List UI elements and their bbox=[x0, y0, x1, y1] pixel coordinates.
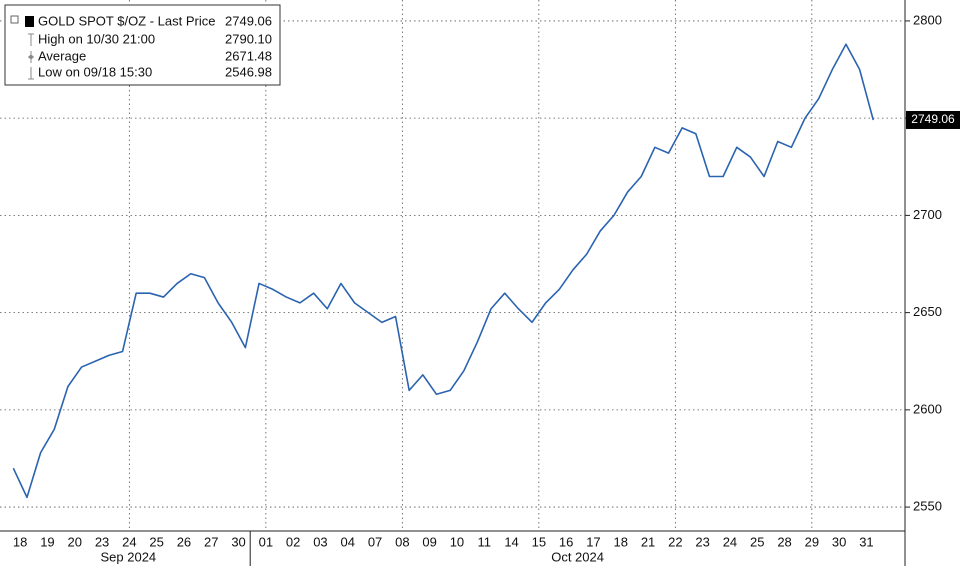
x-tick-label: 10 bbox=[450, 534, 464, 549]
legend-label: High on 10/30 21:00 bbox=[38, 31, 155, 46]
x-tick-label: 30 bbox=[832, 534, 846, 549]
x-tick-label: 24 bbox=[723, 534, 737, 549]
x-tick-label: 17 bbox=[586, 534, 600, 549]
price-line bbox=[12, 43, 875, 499]
x-tick-label: 01 bbox=[259, 534, 273, 549]
x-tick-label: 19 bbox=[40, 534, 54, 549]
x-tick-label: 27 bbox=[204, 534, 218, 549]
x-tick-label: 29 bbox=[805, 534, 819, 549]
month-label: Sep 2024 bbox=[101, 549, 157, 564]
legend-box bbox=[4, 4, 281, 86]
x-tick-label: 26 bbox=[177, 534, 191, 549]
x-tick-label: 04 bbox=[341, 534, 355, 549]
y-tick-label: 2800 bbox=[913, 12, 942, 27]
legend-swatch bbox=[25, 16, 34, 27]
y-tick-label: 2600 bbox=[913, 401, 942, 416]
y-tick-label: 2550 bbox=[913, 499, 942, 514]
legend-value: 2790.10 bbox=[225, 31, 272, 46]
x-tick-label: 18 bbox=[13, 534, 27, 549]
x-tick-label: 07 bbox=[368, 534, 382, 549]
x-tick-label: 22 bbox=[668, 534, 682, 549]
x-tick-label: 25 bbox=[750, 534, 764, 549]
x-tick-label: 25 bbox=[149, 534, 163, 549]
y-tick-label: 2700 bbox=[913, 207, 942, 222]
x-tick-label: 11 bbox=[478, 534, 492, 549]
x-tick-label: 28 bbox=[777, 534, 791, 549]
grid bbox=[0, 0, 905, 531]
legend-label: Low on 09/18 15:30 bbox=[38, 64, 152, 79]
legend-value: 2546.98 bbox=[225, 64, 272, 79]
legend-icon bbox=[10, 15, 19, 24]
last-price-label: 2749.06 bbox=[911, 112, 955, 126]
x-tick-label: 15 bbox=[532, 534, 546, 549]
legend-title: GOLD SPOT $/OZ - Last Price bbox=[38, 13, 215, 28]
x-tick-label: 09 bbox=[422, 534, 436, 549]
legend-icon bbox=[29, 55, 33, 59]
x-tick-label: 31 bbox=[859, 534, 873, 549]
x-tick-label: 21 bbox=[641, 534, 655, 549]
x-tick-label: 03 bbox=[313, 534, 327, 549]
x-tick-label: 16 bbox=[559, 534, 573, 549]
legend-value: 2671.48 bbox=[225, 48, 272, 63]
legend-value: 2749.06 bbox=[225, 13, 272, 28]
x-tick-label: 02 bbox=[286, 534, 300, 549]
x-tick-label: 30 bbox=[231, 534, 245, 549]
plot bbox=[12, 43, 875, 499]
month-label: Oct 2024 bbox=[551, 549, 604, 564]
x-tick-label: 24 bbox=[122, 534, 136, 549]
x-tick-label: 23 bbox=[695, 534, 709, 549]
legend-label: Average bbox=[38, 48, 86, 63]
x-tick-label: 18 bbox=[614, 534, 628, 549]
x-tick-label: 14 bbox=[504, 534, 518, 549]
x-tick-label: 23 bbox=[95, 534, 109, 549]
last-price-box bbox=[906, 110, 960, 129]
x-tick-label: 08 bbox=[395, 534, 409, 549]
y-tick-label: 2650 bbox=[913, 304, 942, 319]
x-tick-label: 20 bbox=[68, 534, 82, 549]
